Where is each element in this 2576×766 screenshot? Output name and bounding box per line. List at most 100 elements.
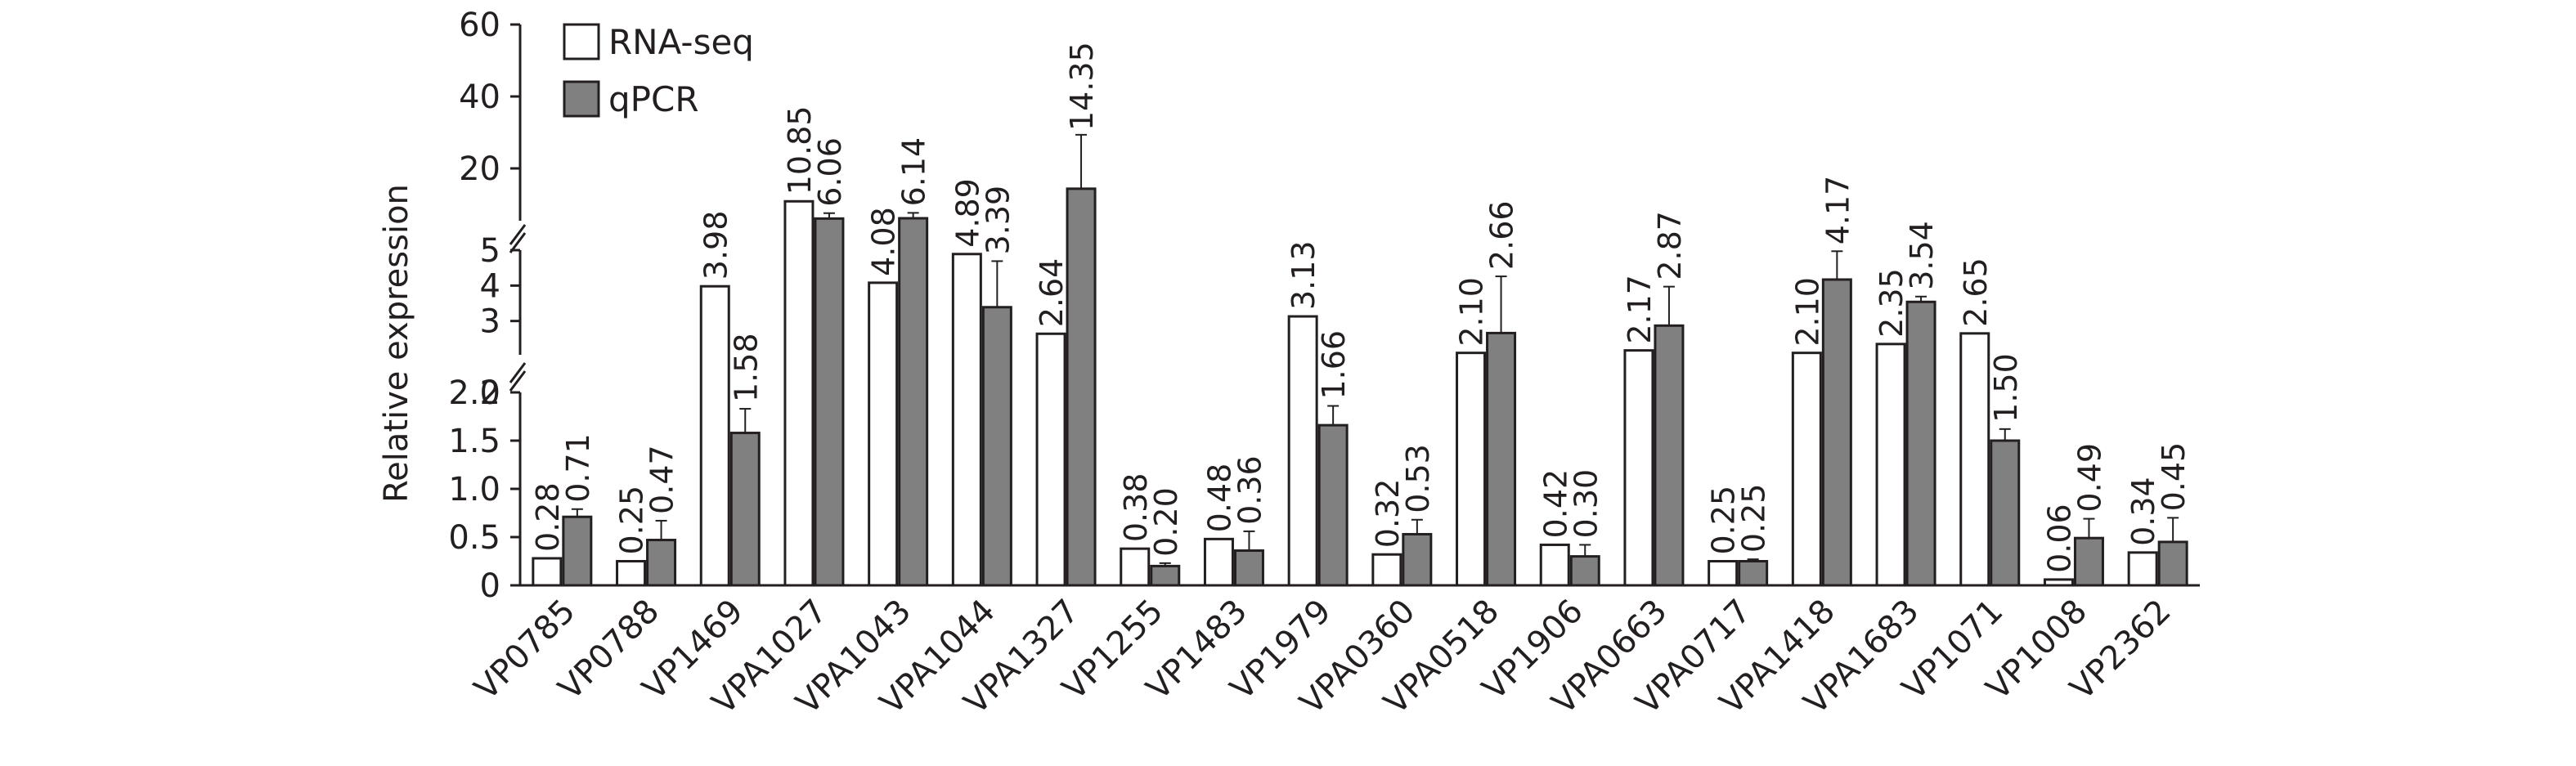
y-tick-label: 60	[459, 7, 500, 44]
data-label-qpcr: 0.49	[2071, 443, 2107, 513]
bar-qpcr	[898, 217, 929, 587]
data-label-qpcr: 6.06	[812, 137, 848, 207]
data-label-rna-seq: 4.89	[949, 178, 985, 248]
bar-qpcr	[646, 539, 677, 587]
bar-rna-seq	[1791, 352, 1822, 587]
y-tick-label: 0	[480, 567, 500, 605]
bar-qpcr	[1569, 555, 1600, 587]
bar-rna-seq	[1875, 343, 1906, 587]
data-label-rna-seq: 3.98	[698, 211, 734, 280]
data-label-rna-seq: 0.25	[614, 486, 650, 555]
data-label-qpcr: 0.36	[1232, 455, 1268, 525]
bar-qpcr	[1738, 560, 1769, 587]
bar-qpcr	[562, 515, 593, 587]
data-label-rna-seq: 2.35	[1874, 268, 1910, 338]
bar-rna-seq	[868, 281, 899, 587]
data-label-qpcr: 0.71	[560, 433, 596, 503]
bar-qpcr	[1654, 324, 1685, 587]
bar-qpcr	[2157, 540, 2188, 587]
y-tick-label: 1.5	[448, 423, 500, 460]
data-label-qpcr: 6.14	[896, 137, 932, 207]
bar-qpcr	[729, 432, 761, 587]
legend-swatch	[563, 80, 600, 118]
bar-rna-seq	[1959, 332, 1990, 587]
data-label-rna-seq: 0.32	[1370, 479, 1406, 549]
data-label-rna-seq: 4.08	[866, 207, 902, 276]
data-label-rna-seq: 2.65	[1958, 258, 1994, 327]
axis-break-mark	[509, 362, 527, 383]
data-label-rna-seq: 0.38	[1118, 473, 1154, 543]
data-label-qpcr: 0.20	[1148, 487, 1184, 557]
bar-qpcr	[1066, 187, 1097, 587]
bar-rna-seq	[951, 253, 982, 587]
bar-rna-seq	[1371, 553, 1402, 587]
data-label-qpcr: 1.50	[1988, 353, 2024, 423]
bar-rna-seq	[1287, 315, 1318, 587]
y-axis-label: Relative expression	[378, 184, 415, 503]
y-tick-label: 3	[480, 303, 500, 341]
bar-qpcr	[1402, 532, 1433, 587]
axis-break-mark	[509, 224, 527, 245]
data-label-rna-seq: 0.42	[1537, 469, 1573, 539]
bar-rna-seq	[783, 199, 815, 587]
y-tick-label: 2.0	[448, 374, 500, 412]
data-label-qpcr: 3.54	[1904, 221, 1940, 290]
data-label-rna-seq: 2.17	[1622, 275, 1658, 344]
data-label-qpcr: 2.87	[1652, 211, 1688, 280]
data-label-rna-seq: 3.13	[1286, 240, 1322, 310]
y-tick-label: 5	[480, 232, 500, 270]
y-tick-label: 0.5	[448, 519, 500, 557]
y-tick-label: 4	[480, 267, 500, 305]
data-label-qpcr: 0.25	[1736, 484, 1772, 553]
bar-rna-seq	[1203, 537, 1234, 587]
bar-rna-seq	[1623, 349, 1654, 587]
y-tick-label: 1.0	[448, 471, 500, 508]
data-label-qpcr: 4.17	[1820, 176, 1856, 245]
data-label-qpcr: 0.30	[1568, 469, 1604, 539]
bar-qpcr	[1317, 423, 1349, 587]
data-label-qpcr: 14.35	[1064, 42, 1100, 131]
data-label-rna-seq: 0.34	[2125, 477, 2161, 546]
data-label-qpcr: 1.66	[1316, 330, 1352, 400]
bar-rna-seq	[1708, 560, 1739, 587]
bar-rna-seq	[532, 557, 563, 587]
bar-qpcr	[2073, 536, 2104, 587]
y-tick-label: 2	[480, 374, 500, 412]
bar-qpcr	[1150, 564, 1181, 587]
data-label-rna-seq: 0.06	[2041, 504, 2077, 573]
bar-rna-seq	[1035, 332, 1066, 587]
data-label-qpcr: 0.53	[1400, 444, 1436, 513]
bar-qpcr	[1990, 439, 2021, 587]
data-label-rna-seq: 10.85	[782, 105, 818, 195]
data-label-qpcr: 0.47	[644, 445, 680, 514]
bar-qpcr	[1486, 331, 1517, 587]
data-label-qpcr: 0.45	[2156, 442, 2192, 512]
data-label-rna-seq: 0.48	[1201, 464, 1237, 533]
data-label-rna-seq: 0.28	[530, 482, 566, 552]
data-label-rna-seq: 2.64	[1034, 258, 1070, 328]
data-label-qpcr: 2.66	[1484, 200, 1520, 270]
bar-qpcr	[1233, 549, 1264, 587]
legend-swatch	[563, 23, 600, 60]
bar-rna-seq	[616, 560, 647, 587]
data-label-qpcr: 1.58	[728, 333, 764, 402]
bar-qpcr	[1905, 300, 1936, 587]
data-label-qpcr: 3.39	[980, 186, 1016, 255]
axis-break-mark	[509, 370, 527, 392]
bar-rna-seq	[1456, 352, 1487, 587]
y-tick-label: 40	[459, 78, 500, 116]
legend-label: RNA-seq	[608, 22, 754, 62]
data-label-rna-seq: 2.10	[1789, 277, 1825, 347]
legend-label: qPCR	[608, 79, 699, 119]
bar-qpcr	[814, 217, 845, 587]
bar-rna-seq	[1539, 543, 1570, 587]
data-label-rna-seq: 2.10	[1454, 277, 1490, 347]
y-tick-label: 20	[459, 150, 500, 188]
bar-rna-seq	[699, 284, 730, 587]
bar-qpcr	[981, 306, 1012, 587]
bar-qpcr	[1821, 278, 1852, 587]
bar-rna-seq	[1120, 547, 1151, 587]
data-label-rna-seq: 0.25	[1706, 486, 1742, 555]
bar-rna-seq	[2043, 578, 2074, 587]
